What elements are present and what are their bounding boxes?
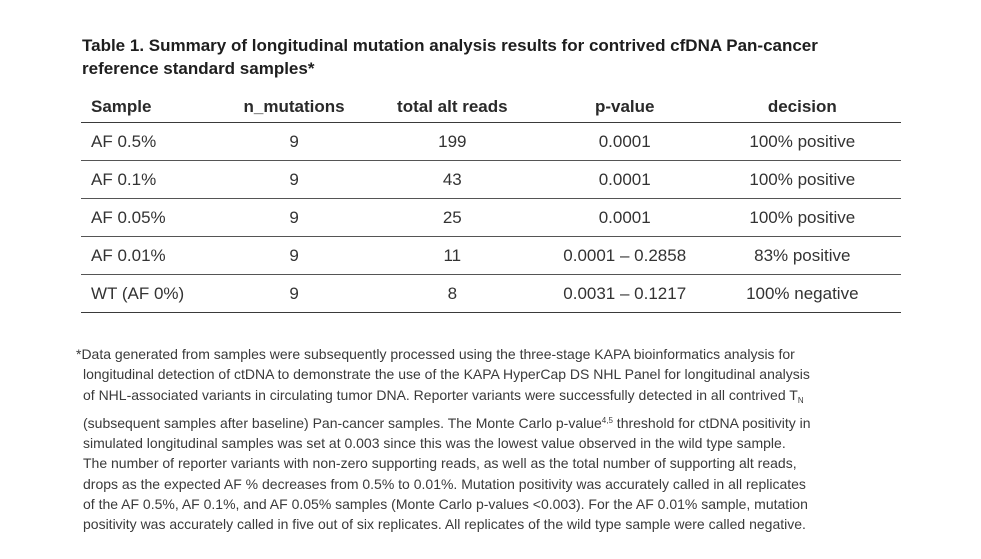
footnote-line: *Data generated from samples were subseq… — [76, 346, 795, 362]
header-sample: Sample — [81, 92, 230, 123]
cell-p-value: 0.0001 — [545, 122, 704, 161]
table-header-row: Sample n_mutations total alt reads p-val… — [81, 92, 901, 123]
header-decision: decision — [703, 92, 901, 123]
footnote-line: positivity was accurately called in five… — [83, 516, 806, 533]
subscript-n: N — [797, 395, 804, 405]
cell-n-mutations: 9 — [229, 198, 359, 237]
cell-decision: 100% positive — [703, 122, 901, 161]
cell-n-mutations: 9 — [229, 274, 359, 313]
footnote-line: simulated longitudinal samples was set a… — [83, 435, 786, 452]
cell-decision: 100% positive — [703, 198, 901, 237]
cell-total-alt-reads: 11 — [358, 236, 546, 275]
cell-sample: AF 0.5% — [81, 122, 230, 161]
footnote-line: (subsequent samples after baseline) Pan-… — [76, 411, 906, 433]
cell-total-alt-reads: 25 — [358, 198, 546, 237]
footnote-line: The number of reporter variants with non… — [83, 455, 797, 472]
cell-n-mutations: 9 — [229, 122, 359, 161]
footnote-line: of NHL-associated variants in circulatin… — [76, 385, 906, 411]
results-table: Sample n_mutations total alt reads p-val… — [81, 92, 901, 313]
footnote-line: drops as the expected AF % decreases fro… — [83, 475, 806, 492]
cell-p-value: 0.0001 — [545, 198, 704, 237]
footnote-text: of NHL-associated variants in circulatin… — [83, 386, 798, 403]
cell-total-alt-reads: 43 — [358, 160, 546, 199]
header-p-value: p-value — [545, 92, 704, 123]
table-footnote: *Data generated from samples were subseq… — [76, 344, 906, 535]
cell-n-mutations: 9 — [229, 236, 359, 275]
cell-sample: WT (AF 0%) — [81, 274, 230, 313]
cell-sample: AF 0.1% — [81, 160, 230, 199]
table-row: AF 0.5% 9 199 0.0001 100% positive — [81, 122, 901, 161]
cell-p-value: 0.0001 — [545, 160, 704, 199]
header-total-alt-reads: total alt reads — [358, 92, 546, 123]
table-row: AF 0.05% 9 25 0.0001 100% positive — [81, 198, 901, 237]
caption-line-1: Table 1. Summary of longitudinal mutatio… — [82, 36, 818, 55]
table-row: AF 0.01% 9 11 0.0001 – 0.2858 83% positi… — [81, 236, 901, 275]
cell-decision: 100% positive — [703, 160, 901, 199]
footnote-line: longitudinal detection of ctDNA to demon… — [83, 366, 810, 383]
footnote-line: of the AF 0.5%, AF 0.1%, and AF 0.05% sa… — [83, 496, 808, 513]
cell-total-alt-reads: 199 — [358, 122, 546, 161]
cell-sample: AF 0.01% — [81, 236, 230, 275]
cell-decision: 83% positive — [703, 236, 901, 275]
cell-total-alt-reads: 8 — [358, 274, 546, 313]
table-row: AF 0.1% 9 43 0.0001 100% positive — [81, 160, 901, 199]
cell-n-mutations: 9 — [229, 160, 359, 199]
table-caption: Table 1. Summary of longitudinal mutatio… — [82, 34, 912, 80]
cell-sample: AF 0.05% — [81, 198, 230, 237]
header-n-mutations: n_mutations — [229, 92, 359, 123]
cell-p-value: 0.0031 – 0.1217 — [545, 274, 704, 313]
table-row: WT (AF 0%) 9 8 0.0031 – 0.1217 100% nega… — [81, 274, 901, 313]
cell-decision: 100% negative — [703, 274, 901, 313]
footnote-text: (subsequent samples after baseline) Pan-… — [83, 414, 602, 431]
cell-p-value: 0.0001 – 0.2858 — [545, 236, 704, 275]
citation-superscript: 4,5 — [601, 415, 613, 425]
footnote-text: threshold for ctDNA positivity in — [612, 414, 811, 431]
caption-line-2: reference standard samples* — [82, 59, 315, 78]
